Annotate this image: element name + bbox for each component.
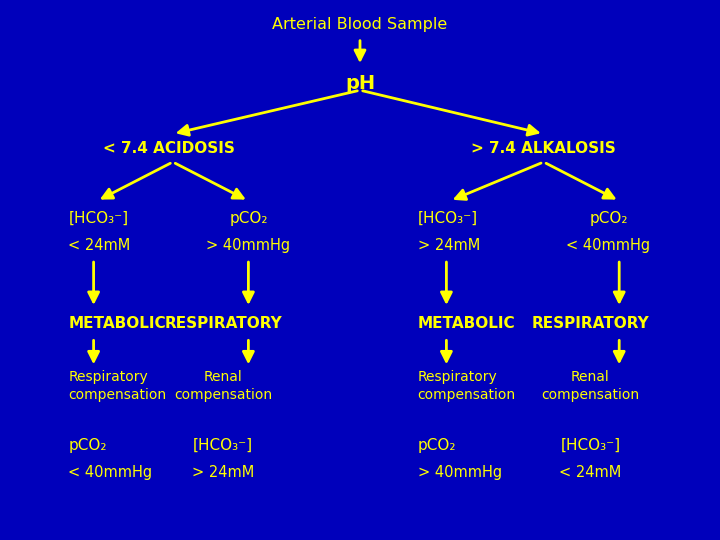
Text: > 40mmHg: > 40mmHg	[207, 238, 290, 253]
Text: METABOLIC: METABOLIC	[418, 316, 516, 332]
Text: pH: pH	[345, 74, 375, 93]
Text: < 24mM: < 24mM	[559, 465, 621, 480]
Text: Respiratory
compensation: Respiratory compensation	[418, 370, 516, 402]
Text: > 24mM: > 24mM	[418, 238, 480, 253]
Text: Renal
compensation: Renal compensation	[174, 370, 272, 402]
Text: Arterial Blood Sample: Arterial Blood Sample	[272, 17, 448, 32]
Text: > 40mmHg: > 40mmHg	[418, 465, 502, 480]
Text: pCO₂: pCO₂	[68, 438, 107, 453]
Text: > 7.4 ALKALOSIS: > 7.4 ALKALOSIS	[471, 141, 616, 156]
Text: Respiratory
compensation: Respiratory compensation	[68, 370, 166, 402]
Text: [HCO₃⁻]: [HCO₃⁻]	[418, 211, 478, 226]
Text: < 7.4 ACIDOSIS: < 7.4 ACIDOSIS	[103, 141, 235, 156]
Text: [HCO₃⁻]: [HCO₃⁻]	[193, 438, 253, 453]
Text: pCO₂: pCO₂	[418, 438, 456, 453]
Text: RESPIRATORY: RESPIRATORY	[531, 316, 649, 332]
Text: pCO₂: pCO₂	[589, 211, 628, 226]
Text: METABOLIC: METABOLIC	[68, 316, 166, 332]
Text: < 40mmHg: < 40mmHg	[68, 465, 153, 480]
Text: < 24mM: < 24mM	[68, 238, 130, 253]
Text: [HCO₃⁻]: [HCO₃⁻]	[560, 438, 621, 453]
Text: RESPIRATORY: RESPIRATORY	[164, 316, 282, 332]
Text: < 40mmHg: < 40mmHg	[567, 238, 650, 253]
Text: [HCO₃⁻]: [HCO₃⁻]	[68, 211, 129, 226]
Text: pCO₂: pCO₂	[229, 211, 268, 226]
Text: > 24mM: > 24mM	[192, 465, 254, 480]
Text: Renal
compensation: Renal compensation	[541, 370, 639, 402]
